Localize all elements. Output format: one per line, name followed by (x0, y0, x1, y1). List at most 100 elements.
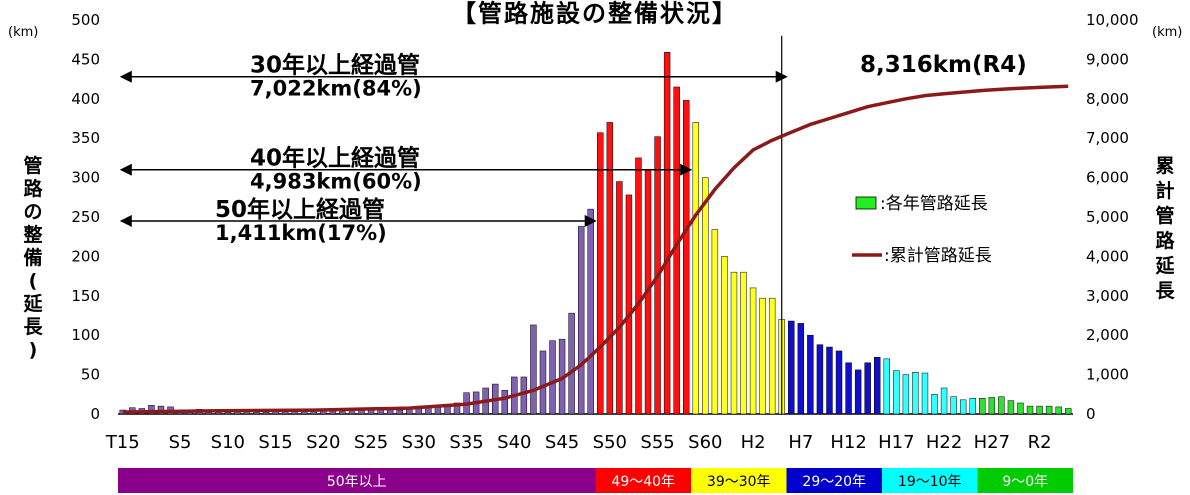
age-band (786, 468, 882, 493)
y-tick-label: 300 (71, 169, 100, 187)
x-tick-label: S10 (211, 432, 245, 453)
age-band (977, 468, 1073, 493)
bar (587, 208, 594, 415)
x-tick-label: H22 (926, 432, 962, 453)
bar (979, 397, 986, 415)
y2-axis-unit: (km) (1152, 25, 1182, 40)
axis-label-char: ( (29, 270, 38, 292)
axis-label-char: 管 (1155, 204, 1174, 227)
legend-line-label: :累計管路延長 (884, 246, 992, 266)
bar (1017, 402, 1024, 415)
bar (959, 399, 967, 415)
y2-tick-label: 8,000 (1086, 90, 1129, 108)
legend-bar-label: :各年管路延長 (880, 194, 988, 214)
bar (740, 271, 747, 415)
y2-tick-label: 5,000 (1086, 208, 1129, 226)
bar (148, 405, 155, 415)
bar (530, 324, 537, 415)
x-tick-label: H12 (830, 432, 866, 453)
bars (119, 52, 1072, 415)
x-tick-label: H7 (788, 432, 813, 453)
bar (816, 344, 824, 415)
bar (577, 226, 585, 415)
x-tick-label: H2 (741, 432, 766, 453)
bar (845, 362, 852, 415)
axis-label-char: 管 (23, 154, 42, 177)
y2-tick-label: 1,000 (1086, 366, 1129, 384)
y-tick-label: 150 (71, 287, 100, 305)
bar (253, 412, 260, 415)
bar (749, 287, 757, 415)
age-band-label: 39〜30年 (707, 474, 771, 490)
y2-tick-label: 6,000 (1086, 169, 1129, 187)
bar (864, 362, 871, 415)
bar (854, 369, 862, 415)
x-tick-label: S50 (593, 432, 627, 453)
annotation-title: 30年以上経過管 (250, 52, 420, 79)
bar (301, 411, 308, 415)
axis-label-char: 路 (23, 177, 43, 200)
y-tick-label: 500 (71, 11, 100, 29)
y2-tick-label: 3,000 (1086, 287, 1129, 305)
y-axis-ticks: 0 50 100 150 200 250 300 350 400 450 500 (71, 11, 100, 423)
axis-label-char: の (23, 201, 42, 223)
bar (262, 412, 270, 415)
annotation-value: 7,022km(84%) (250, 77, 422, 101)
bar (768, 297, 776, 415)
bar (883, 358, 890, 415)
bar (788, 320, 795, 415)
legend-bar-swatch (855, 196, 877, 210)
axis-label-char: 路 (1155, 229, 1175, 252)
axis-label-char: 長 (1155, 280, 1175, 302)
bar (921, 372, 929, 415)
bar (998, 396, 1005, 415)
bar (568, 312, 575, 415)
y-tick-label: 100 (71, 326, 100, 344)
bar (224, 412, 232, 415)
bar (520, 376, 528, 415)
age-band-label: 29〜20年 (802, 474, 866, 490)
bar (453, 402, 461, 415)
bar (635, 157, 642, 415)
axis-label-char: 延 (1154, 255, 1175, 277)
age-band (882, 468, 978, 493)
axis-label-char: 備 (23, 246, 42, 269)
bar (539, 350, 547, 415)
bar (702, 177, 709, 415)
y2-tick-label: 2,000 (1086, 326, 1129, 344)
bar (721, 256, 728, 415)
bar (797, 323, 805, 415)
x-tick-label: S35 (449, 432, 483, 453)
axis-label-char: 延 (22, 293, 43, 315)
bar (893, 370, 900, 415)
bar (902, 374, 910, 415)
y-tick-label: 350 (71, 129, 100, 147)
age-band (595, 468, 691, 493)
y2-axis-label: 累計管路延長 (1154, 155, 1175, 302)
x-tick-label: S25 (354, 432, 388, 453)
y-tick-label: 200 (71, 247, 100, 265)
cumulative-line (122, 84, 1069, 414)
bar (683, 100, 690, 415)
bar (616, 181, 623, 415)
bar (1055, 406, 1062, 415)
y2-tick-label: 10,000 (1086, 11, 1139, 29)
bar (807, 334, 814, 415)
bar (1036, 405, 1043, 415)
x-tick-label: S5 (169, 432, 192, 453)
bar (501, 390, 508, 415)
bar (950, 396, 957, 415)
x-axis-ticks: T15 S5 S10 S15 S20 S25 S30 S35 S40 S45 S50 S55 S60 H2… (105, 432, 1052, 453)
bar (1026, 405, 1034, 415)
y2-tick-label: 0 (1086, 405, 1096, 423)
bar (969, 397, 976, 415)
y-tick-label: 0 (90, 405, 100, 423)
annotation-title: 50年以上経過管 (215, 196, 385, 223)
bar (215, 412, 222, 415)
y-tick-label: 450 (71, 50, 100, 68)
x-tick-label: H17 (878, 432, 914, 453)
bar (339, 411, 346, 415)
